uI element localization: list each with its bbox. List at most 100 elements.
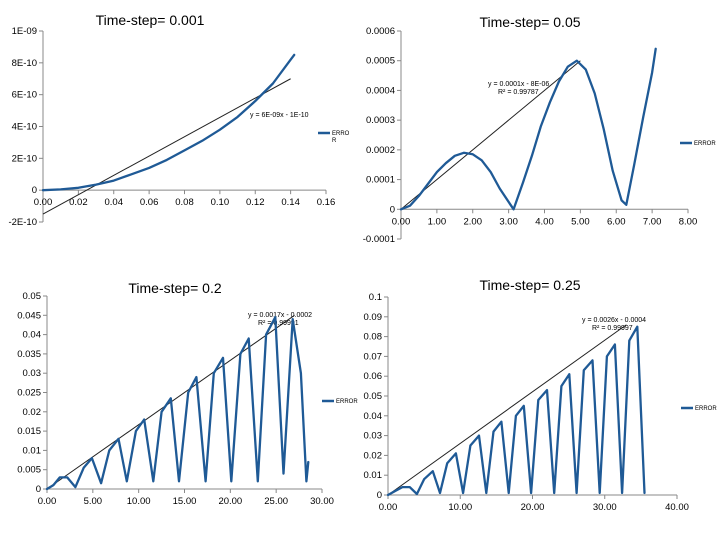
x-tick-label: 30.00 (310, 496, 334, 507)
y-tick-label: 0.03 (23, 368, 42, 379)
legend-label: ERROR (695, 406, 717, 412)
x-tick-label: 10.00 (127, 496, 151, 507)
y-tick-label: 0 (390, 204, 395, 215)
chart-panel-3: Time-step= 0.2 0 0.005 0.01 0.015 0.02 0.025 0.… (17, 280, 358, 507)
trendline-r2: R² = 0.99787 (498, 89, 539, 96)
y-tick-label: 0.0003 (366, 115, 395, 126)
x-tick-label: 0.14 (281, 197, 300, 208)
x-tick-label: 40.00 (665, 502, 689, 513)
chart-title: Time-step= 0.25 (479, 277, 580, 293)
trendline-equation: y = 0.0026x - 0.0004 (582, 317, 646, 324)
y-tick-label: 0.1 (369, 292, 382, 303)
legend: ERROR (681, 406, 717, 412)
x-tick-label: 0.06 (140, 197, 159, 208)
x-tick-label: 5.00 (571, 216, 590, 227)
legend-label: ERROR (336, 399, 358, 405)
y-tick-label: 0.0004 (366, 85, 395, 96)
y-tick-label: 0.02 (364, 450, 383, 461)
trendline (400, 60, 581, 210)
x-tick-label: 0.00 (34, 197, 53, 208)
y-tick-label: 0.005 (17, 465, 41, 476)
legend: ERROR (680, 141, 716, 147)
x-tick-label: 3.00 (499, 216, 518, 227)
y-tick-label: 8E-10 (12, 58, 37, 69)
x-tick-label: 30.00 (593, 502, 617, 513)
y-tick-label: 0.06 (364, 371, 383, 382)
chart-panel-4: Time-step= 0.25 0 0.01 0.02 0.03 0.04 0.05 0.06… (364, 277, 718, 513)
chart-title: Time-step= 0.05 (479, 14, 580, 30)
y-tick-label: 0.0006 (366, 26, 395, 37)
x-tick-label: 5.00 (84, 496, 103, 507)
x-tick-label: 0.10 (211, 197, 230, 208)
trendline-r2: R² = 0.99997 (592, 325, 633, 332)
chart-panel-1: Time-step= 0.001 -2E-10 0 2E-10 4E-10 6E-10 8E… (8, 12, 349, 228)
y-tick-label: 0.04 (23, 330, 42, 341)
y-tick-label: 0.035 (17, 349, 41, 360)
legend: ERROR (322, 399, 358, 405)
trendline-equation: y = 0.0017x - 0.0002 (248, 312, 312, 319)
series-line (386, 325, 646, 497)
y-tick-label: 6E-10 (12, 90, 37, 101)
chart-title: Time-step= 0.001 (96, 12, 205, 28)
trendline-equation: y = 0.0001x - 8E-06 (488, 81, 549, 88)
trendline-r2: R² = 0.99991 (258, 320, 299, 327)
y-tick-label: 0.05 (23, 291, 42, 302)
y-tick-label: 0.045 (17, 310, 41, 321)
x-tick-label: 0.08 (175, 197, 194, 208)
chart-title: Time-step= 0.2 (128, 280, 221, 296)
y-tick-label: 4E-10 (12, 122, 37, 133)
trendline (387, 324, 627, 496)
x-tick-label: 25.00 (264, 496, 288, 507)
y-tick-label: 0 (32, 185, 37, 196)
x-tick-label: 20.00 (521, 502, 545, 513)
x-tick-label: 0.04 (105, 197, 124, 208)
y-tick-label: 0 (377, 490, 382, 501)
legend: ERROR (318, 131, 350, 144)
x-tick-label: 20.00 (218, 496, 242, 507)
trendline-equation: y = 6E-09x - 1E-10 (250, 112, 309, 119)
y-tick-label: 0.04 (364, 411, 383, 422)
y-tick-label: 0.08 (364, 332, 383, 343)
y-tick-label: 0.07 (364, 351, 383, 362)
y-tick-label: -0.0001 (363, 234, 395, 245)
x-tick-label: 0.00 (38, 496, 57, 507)
x-tick-label: 0.12 (246, 197, 265, 208)
y-tick-label: 0 (36, 484, 41, 495)
x-tick-label: 10.00 (448, 502, 472, 513)
x-tick-label: 1.00 (428, 216, 447, 227)
series-line (45, 316, 310, 491)
x-tick-label: 15.00 (173, 496, 197, 507)
y-tick-label: 0.025 (17, 388, 41, 399)
x-tick-label: 8.00 (679, 216, 698, 227)
y-tick-label: 0.09 (364, 312, 383, 323)
y-tick-label: 0.05 (364, 391, 383, 402)
y-tick-label: 1E-09 (12, 26, 37, 37)
y-tick-label: 0.01 (364, 470, 383, 481)
y-tick-label: 0.0005 (366, 56, 395, 67)
y-tick-label: 2E-10 (12, 153, 37, 164)
legend-label: R (332, 138, 337, 144)
legend-label: ERRO (332, 131, 350, 137)
y-tick-label: 0.03 (364, 431, 383, 442)
x-tick-label: 2.00 (464, 216, 483, 227)
y-tick-label: 0.01 (23, 445, 42, 456)
y-tick-label: 0.02 (23, 407, 42, 418)
y-tick-label: -2E-10 (8, 217, 37, 228)
x-tick-label: 0.02 (69, 197, 88, 208)
legend-label: ERROR (694, 141, 716, 147)
x-tick-label: 0.00 (379, 502, 398, 513)
x-tick-label: 0.00 (392, 216, 411, 227)
y-tick-label: 0.015 (17, 426, 41, 437)
y-tick-label: 0.0001 (366, 175, 395, 186)
series-line (41, 53, 296, 192)
x-tick-label: 4.00 (535, 216, 554, 227)
x-tick-label: 7.00 (643, 216, 662, 227)
y-tick-label: 0.0002 (366, 145, 395, 156)
x-tick-label: 6.00 (607, 216, 626, 227)
series-line (399, 47, 657, 211)
x-tick-label: 0.16 (317, 197, 336, 208)
trendline (42, 78, 291, 215)
chart-panel-2: Time-step= 0.05-0.000100.00010.00020.000… (363, 14, 717, 245)
